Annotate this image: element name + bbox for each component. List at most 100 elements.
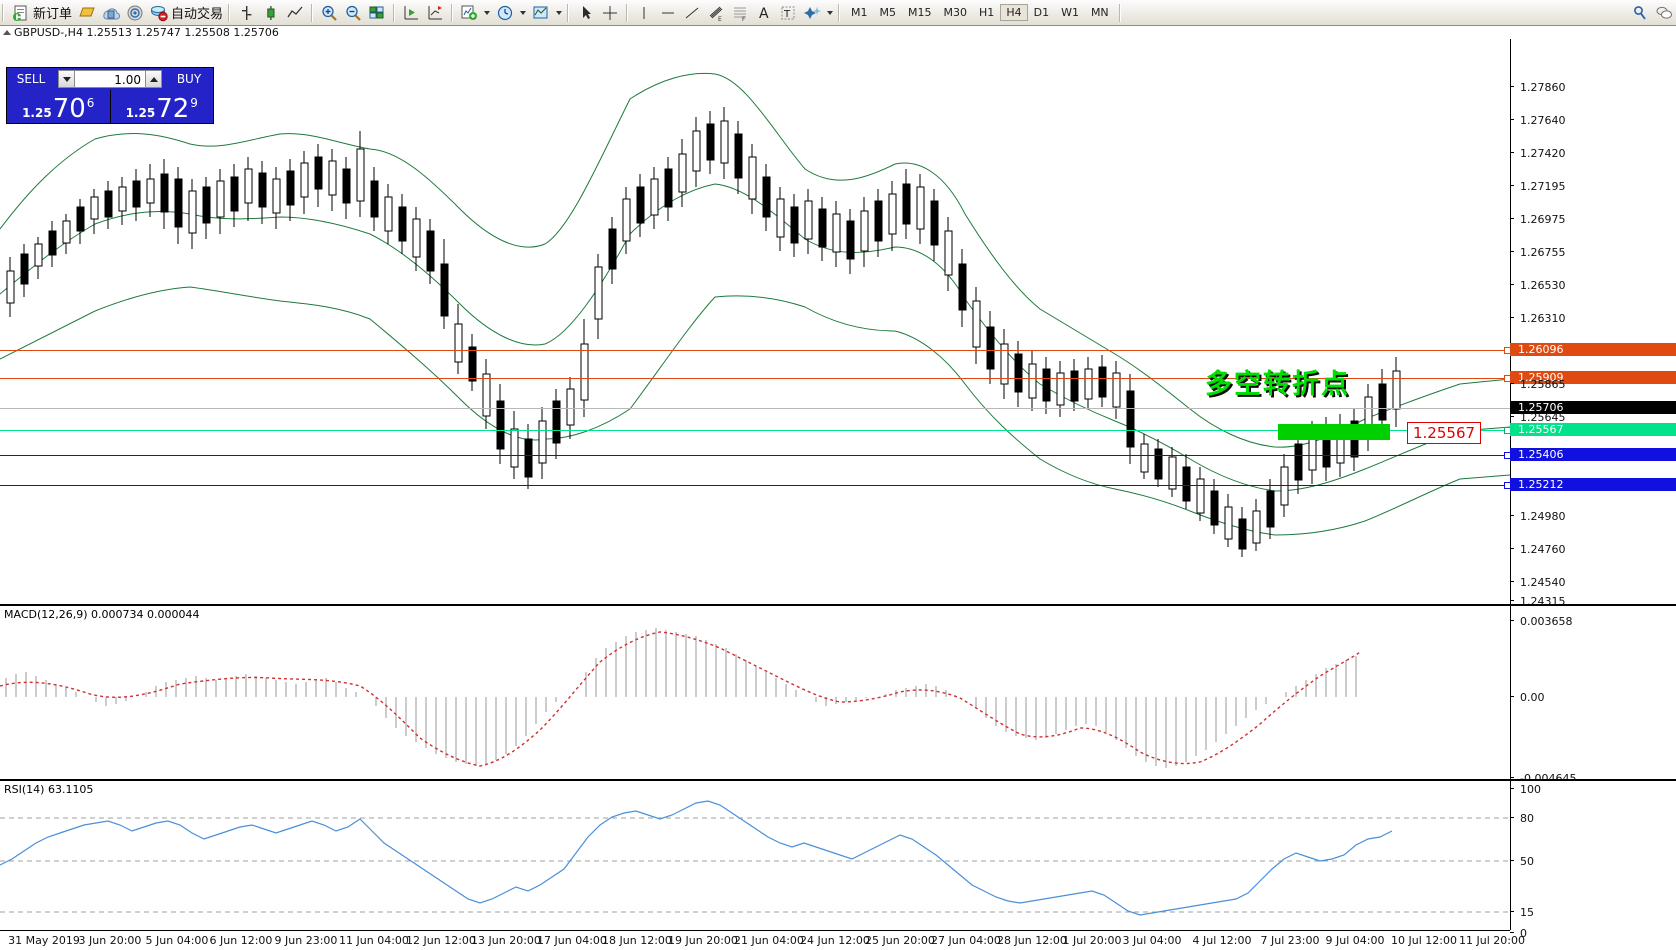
toolbar-grip[interactable] [2,3,5,22]
new-order-button[interactable]: 新订单 [9,1,75,24]
equidistant-channel-tool[interactable]: E [704,1,728,24]
volume-input[interactable]: 1.00 [75,70,145,88]
text-tool[interactable]: A [752,1,776,24]
price-tick-label: 1.26975 [1520,213,1566,226]
cursor-tool[interactable] [574,1,598,24]
search-icon [1631,4,1649,22]
trendline-tool[interactable] [680,1,704,24]
periods-button[interactable] [493,1,517,24]
price-tick-label: 1.25645 [1520,411,1566,424]
indicators-dropdown-arrow[interactable] [484,10,491,15]
time-tick-label: 6 Jun 12:00 [209,934,273,947]
zoom-out-button[interactable] [341,1,365,24]
price-pane[interactable]: 多空转折点 1.25567 1.27860 1.27640 1.27420 1.… [0,39,1676,608]
fibonacci-tool[interactable]: F [728,1,752,24]
vertical-line-tool[interactable] [632,1,656,24]
timeframe-mn[interactable]: MN [1090,6,1109,19]
bid-price-flag[interactable]: 1.25567 [1407,422,1482,444]
volume-decrease-button[interactable] [58,70,75,88]
sell-price-fraction: 6 [86,96,95,110]
resistance-line-1[interactable] [0,350,1510,351]
volume-increase-button[interactable] [145,70,162,88]
resistance-price-label-1[interactable]: 1.26096 [1510,343,1676,356]
volume-stepper[interactable]: 1.00 [58,70,162,88]
resistance-price-label-2[interactable]: 1.25909 [1510,371,1676,384]
buy-price-display[interactable]: 1.25 72 9 [111,90,214,123]
new-order-label: 新订单 [33,7,73,22]
candlestick-chart-icon [262,4,280,22]
time-tick-label: 10 Jul 12:00 [1391,934,1457,947]
price-tick-label: 1.24980 [1520,510,1566,523]
time-tick-label: 28 Jun 12:00 [997,934,1067,947]
price-axis-line [1510,39,1511,604]
bid-price-line[interactable] [0,430,1510,431]
timeframe-h4[interactable]: H4 [1000,4,1028,21]
timeframe-m1[interactable]: M1 [851,6,868,19]
time-tick-label: 9 Jul 04:00 [1325,934,1385,947]
sell-button[interactable]: SELL [16,72,46,86]
timeframe-m30[interactable]: M30 [943,6,968,19]
horizontal-line-tool[interactable] [656,1,680,24]
chevron-down-icon [62,76,71,82]
indicators-button[interactable] [457,1,481,24]
text-label-tool[interactable]: T [776,1,800,24]
expert-advisors-button[interactable] [75,1,99,24]
data-window-icon [102,4,121,22]
timeframe-m15[interactable]: M15 [908,6,932,19]
candlestick-chart-button[interactable] [259,1,283,24]
chart-shift-button[interactable] [423,1,447,24]
sell-price-prefix: 1.25 [22,106,52,120]
toolbar-grip-3[interactable] [567,3,571,22]
timeframe-w1[interactable]: W1 [1061,6,1079,19]
support-line-2[interactable] [0,485,1510,486]
toolbar-grip-2[interactable] [228,3,232,22]
rsi-tick-label: 15 [1520,906,1534,919]
periods-dropdown-arrow[interactable] [520,10,527,15]
templates-button[interactable] [529,1,553,24]
line-chart-button[interactable] [283,1,307,24]
resistance-line-2[interactable] [0,378,1510,379]
collapse-triangle-icon[interactable] [3,30,11,35]
timeframe-h1[interactable]: H1 [979,6,995,19]
rsi-tick: 100 [1510,783,1676,796]
zoom-in-button[interactable] [317,1,341,24]
objects-tool[interactable] [800,1,824,24]
autotrading-icon [150,4,168,22]
macd-pane[interactable]: MACD(12,26,9) 0.000734 0.000044 [0,604,1676,785]
turning-point-annotation[interactable]: 多空转折点 [1205,369,1350,400]
data-window-button[interactable] [99,1,123,24]
toolbar-grip-4[interactable] [838,3,842,22]
rsi-pane[interactable]: RSI(14) 63.1105 100 80 50 15 0 31 May 20… [0,779,1676,948]
signals-button[interactable] [123,1,147,24]
crosshair-tool[interactable] [598,1,622,24]
support-price-label-2[interactable]: 1.25212 [1510,478,1676,491]
macd-tick: 0.00 [1510,691,1676,704]
buy-button[interactable]: BUY [176,72,202,86]
objects-icon [803,4,822,22]
support-line-1[interactable] [0,455,1510,456]
price-tick-label: 1.24540 [1520,576,1566,589]
last-price-line [0,408,1510,409]
timeframe-d1[interactable]: D1 [1033,6,1050,19]
rsi-tick-label: 0 [1520,927,1527,940]
search-button[interactable] [1628,1,1652,24]
tile-windows-button[interactable] [365,1,389,24]
one-click-trading-panel[interactable]: SELL 1.00 BUY 1.25 70 6 [6,67,214,124]
candlestick-series [6,107,1401,557]
autotrading-label: 自动交易 [171,7,224,22]
price-tick: 1.24980 [1510,510,1676,523]
bid-price-label[interactable]: 1.25567 [1510,423,1676,436]
price-tick: 1.25865 [1510,378,1676,391]
chart-window[interactable]: GBPUSD-,H4 1.25513 1.25747 1.25508 1.257… [0,25,1676,948]
timeframe-m5[interactable]: M5 [879,6,897,19]
support-price-label-1[interactable]: 1.25406 [1510,448,1676,461]
sell-price-display[interactable]: 1.25 70 6 [7,90,111,123]
bar-chart-button[interactable] [235,1,259,24]
time-tick-label: 11 Jul 20:00 [1459,934,1525,947]
chat-button[interactable] [1652,1,1676,24]
turning-point-rectangle[interactable] [1278,424,1390,440]
objects-dropdown-arrow[interactable] [827,10,834,15]
auto-scroll-button[interactable] [399,1,423,24]
templates-dropdown-arrow[interactable] [556,10,563,15]
autotrading-button[interactable]: 自动交易 [147,1,226,24]
